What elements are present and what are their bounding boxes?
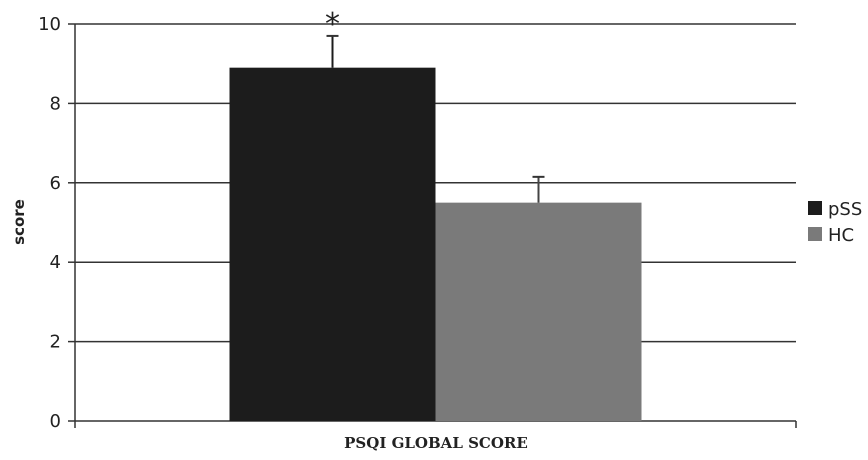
y-tick-label: 8 [50,93,61,114]
y-tick-label: 6 [50,173,61,194]
x-axis-label: PSQI GLOBAL SCORE [344,434,528,452]
legend: pSS HC [808,199,862,246]
bars [229,67,642,422]
y-tick-label: 4 [50,252,61,273]
y-tick-label: 0 [50,411,61,432]
y-tick-label: 10 [38,14,61,35]
y-axis-label: score [10,199,28,245]
legend-label-pss: pSS [828,199,862,220]
y-tick-labels: 0 2 4 6 8 10 [38,14,61,432]
legend-swatch-pss [808,201,822,215]
bar-hc [435,202,642,421]
y-tick-label: 2 [50,332,61,353]
error-bars: * [325,7,545,203]
bar-pss [229,67,436,422]
significance-marker: * [325,7,340,42]
legend-swatch-hc [808,227,822,241]
legend-label-hc: HC [828,225,854,246]
